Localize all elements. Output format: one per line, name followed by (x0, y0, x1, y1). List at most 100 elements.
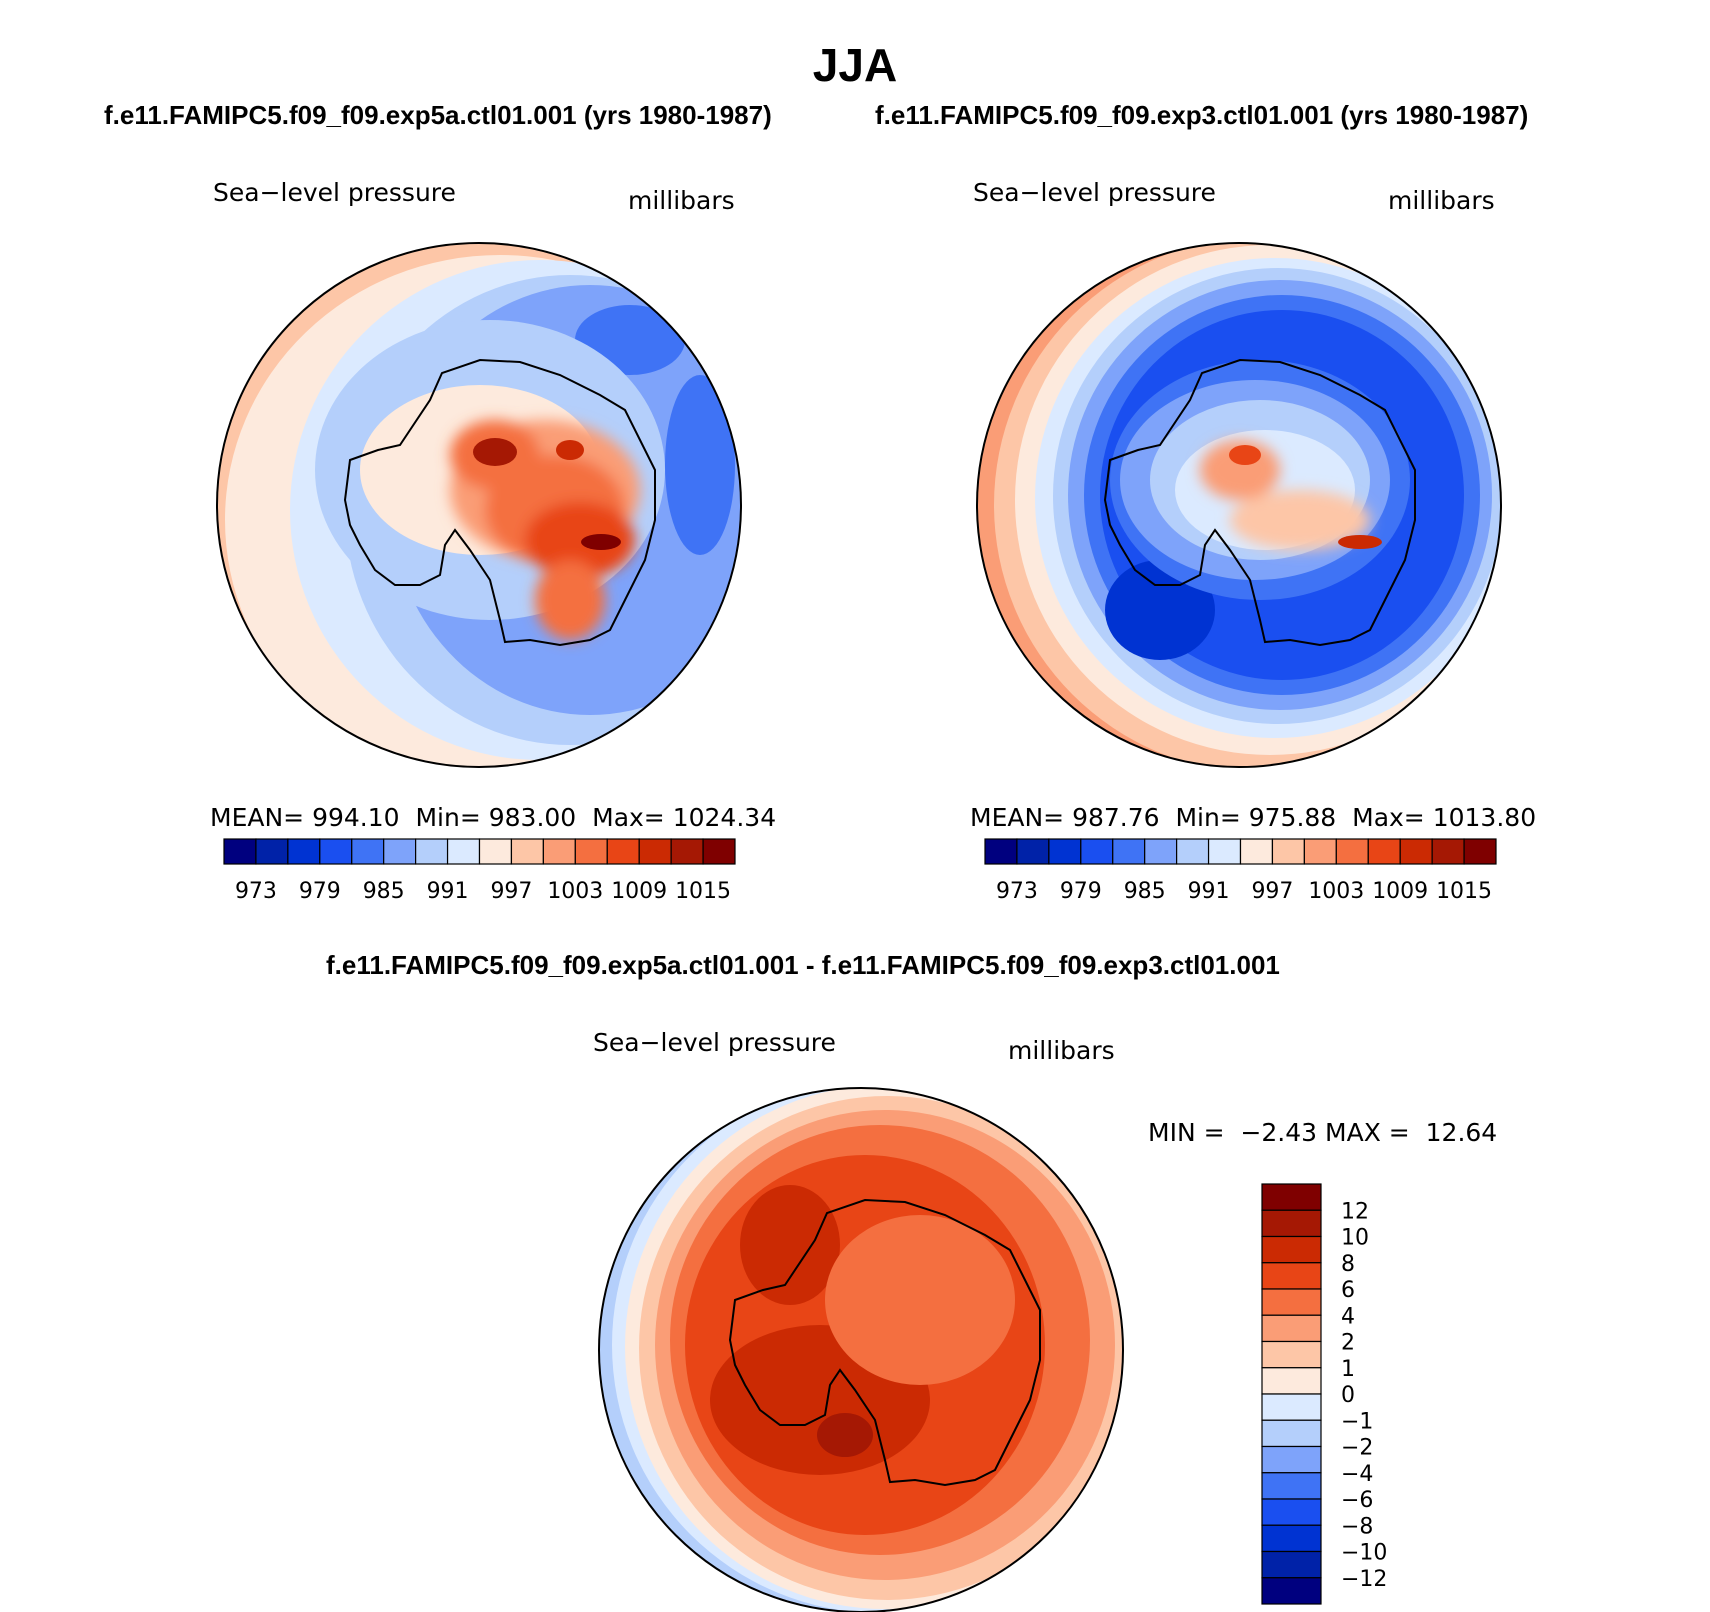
diff-colorbar-swatch (1261, 1183, 1322, 1211)
panel1-peak-3 (556, 440, 584, 460)
panel1-colorbar-swatch (446, 838, 481, 865)
diff-colorbar-swatch (1261, 1262, 1322, 1290)
panel2-colorbar-tick-label: 997 (1251, 879, 1293, 904)
diff-colorbar-tick-label: 8 (1341, 1252, 1355, 1277)
diff-colorbar-tick-label: 12 (1341, 1199, 1369, 1224)
diff-minmax: MIN = −2.43 MAX = 12.64 (1148, 1118, 1497, 1147)
panel2-colorbar-tick-label: 1003 (1308, 879, 1364, 904)
panel2-colorbar-swatch (1239, 838, 1274, 865)
panel2-colorbar-tick-label: 979 (1060, 879, 1102, 904)
panel2-colorbar-swatch (1112, 838, 1146, 865)
panel1-colorbar-tick-label: 1003 (547, 879, 603, 904)
panel2-colorbar-swatch (1207, 838, 1242, 865)
panel2-border (976, 242, 1502, 768)
panel2-map (976, 242, 1502, 768)
diff-colorbar-tick-label: −4 (1341, 1462, 1373, 1487)
panel1-colorbar-swatch (542, 838, 576, 865)
panel2-colorbar-swatch (1176, 838, 1210, 865)
diff-max-label: MAX = (1325, 1118, 1410, 1147)
panel1-mean-value: 994.10 (312, 803, 400, 832)
panel1-colorbar-swatch (415, 838, 449, 865)
diff-colorbar-swatch (1261, 1367, 1322, 1395)
panel1-colorbar-swatch (287, 838, 321, 865)
panel2-coastline (1103, 358, 1416, 647)
panel1-stats: MEAN= 994.10 Min= 983.00 Max= 1024.34 (210, 803, 776, 832)
panel1-min-value: 983.00 (488, 803, 577, 832)
panel1-colorbar-swatch (606, 838, 640, 865)
diff-interior-6 (825, 1215, 1015, 1385)
diff-colorbar-tick-label: −10 (1341, 1541, 1387, 1566)
diff-colorbar-tick-label: 4 (1341, 1304, 1355, 1329)
diff-colorbar-tick-label: 2 (1341, 1331, 1355, 1356)
diff-colorbar-tick-label: −2 (1341, 1436, 1373, 1461)
panel2-colorbar-swatch (1048, 838, 1082, 865)
panel1-colorbar-tick-label: 1009 (611, 879, 667, 904)
panel2-mean-label: MEAN= (970, 803, 1065, 832)
panel2-stats: MEAN= 987.76 Min= 975.88 Max= 1013.80 (970, 803, 1536, 832)
panel1-min-label: Min= (415, 803, 481, 832)
panel2-colorbar-swatch (1431, 838, 1465, 865)
panel2-min-label: Min= (1175, 803, 1241, 832)
panel1-colorbar-tick-label: 979 (299, 879, 341, 904)
panel2-colorbar-swatch (1016, 838, 1050, 865)
panel2-max-label: Max= (1352, 803, 1425, 832)
panel2-peak-1 (1229, 445, 1261, 465)
panel1-low-2 (665, 375, 735, 555)
panel2-colorbar-swatch (1335, 838, 1369, 865)
panel2-peak-2 (1338, 535, 1382, 549)
diff-colorbar-swatch (1261, 1393, 1322, 1421)
panel2-variable: Sea−level pressure (973, 178, 1216, 207)
panel2-colorbar-swatch (1367, 838, 1401, 865)
diff-colorbar-swatch (1261, 1445, 1322, 1474)
figure-title: JJA (812, 39, 898, 91)
panel1-peak-2 (581, 534, 621, 550)
diff-colorbar-tick-label: −1 (1341, 1409, 1373, 1434)
panel2-colorbar-swatch (1080, 838, 1114, 865)
diff-colorbar-tick-label: 0 (1341, 1383, 1355, 1408)
diff-peak-12 (817, 1413, 873, 1457)
panel2-colorbar-tick-label: 991 (1188, 879, 1230, 904)
panel1-variable: Sea−level pressure (213, 178, 456, 207)
diff-map (598, 1087, 1124, 1612)
panel1-colorbar-swatch (351, 838, 385, 865)
diff-colorbar-tick-label: 6 (1341, 1278, 1355, 1303)
panel1-colorbar-swatch (383, 838, 417, 865)
diff-colorbar-swatch (1261, 1340, 1322, 1369)
panel1-colorbar-swatch (638, 838, 672, 865)
panel1-map (216, 242, 742, 768)
diff-min-value: −2.43 (1240, 1118, 1318, 1147)
diff-colorbar-tick-label: −6 (1341, 1488, 1373, 1513)
panel1-highs (450, 420, 640, 640)
diff-colorbar-swatch (1261, 1524, 1322, 1553)
panel2-units: millibars (1388, 186, 1495, 215)
diff-colorbar-swatch (1261, 1498, 1322, 1526)
diff-colorbar-swatch (1261, 1577, 1322, 1605)
panel1-colorbar: 973 979 985 991 997 1003 1009 1015 (223, 838, 736, 904)
panel2-max-value: 1013.80 (1432, 803, 1537, 832)
diff-max-value: 12.64 (1425, 1118, 1498, 1147)
panel1-colorbar-swatch (319, 838, 353, 865)
panel1-colorbar-swatch (510, 838, 544, 865)
diff-colorbar-tick-label: −12 (1341, 1567, 1387, 1592)
diff-colorbar-swatch (1261, 1314, 1322, 1343)
panel2-colorbar-swatch (1271, 838, 1305, 865)
panel2-header: f.e11.FAMIPC5.f09_f09.exp3.ctl01.001 (yr… (875, 100, 1529, 130)
panel1-mean-label: MEAN= (210, 803, 305, 832)
diff-colorbar-tick-label: 10 (1341, 1226, 1369, 1251)
panel1-colorbar-swatch (670, 838, 704, 865)
panel1-max-value: 1024.34 (672, 803, 777, 832)
panel2-min-value: 975.88 (1248, 803, 1337, 832)
diff-band-10-b (740, 1185, 840, 1305)
panel2-colorbar-tick-label: 1009 (1372, 879, 1428, 904)
panel2-colorbar-tick-label: 985 (1124, 879, 1166, 904)
panel1-units: millibars (628, 186, 735, 215)
panel1-colorbar-tick-label: 973 (235, 879, 277, 904)
panel2-colorbar-swatch (1144, 838, 1178, 865)
diff-min-label: MIN = (1148, 1118, 1225, 1147)
diff-colorbar-swatch (1261, 1235, 1322, 1264)
diff-coastline (728, 1198, 1041, 1487)
panel1-border (216, 242, 742, 768)
panel1-colorbar-swatch (574, 838, 608, 865)
